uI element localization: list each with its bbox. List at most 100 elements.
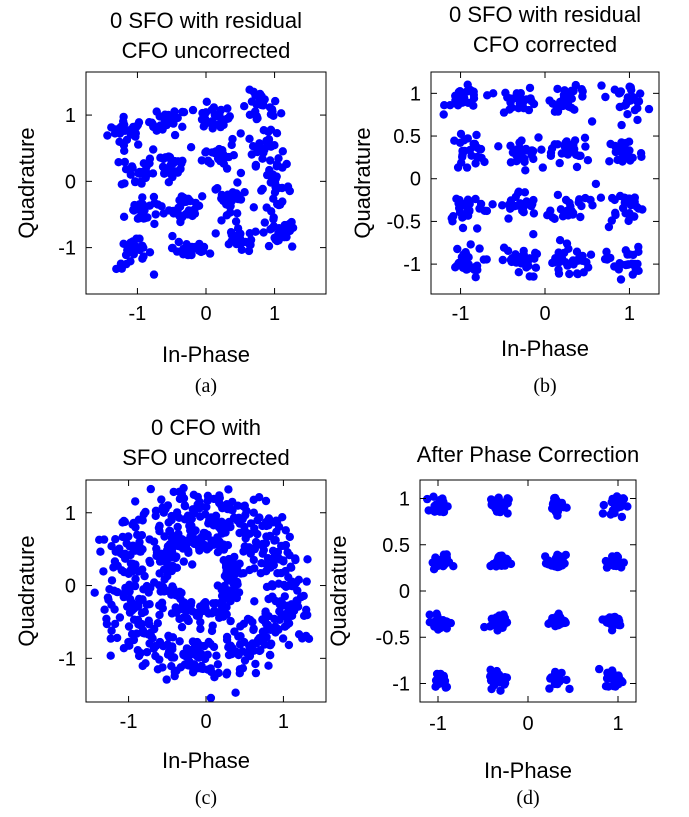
data-point (554, 499, 563, 509)
data-point (138, 595, 147, 604)
data-point (282, 601, 292, 611)
data-point (260, 218, 269, 227)
data-point (538, 163, 547, 172)
data-point (433, 561, 442, 571)
data-point (130, 177, 140, 186)
data-point (512, 157, 521, 166)
data-point (215, 498, 224, 508)
data-point (259, 228, 268, 237)
data-point (139, 585, 148, 594)
data-point (445, 101, 455, 110)
data-point (131, 574, 140, 584)
data-point (455, 208, 465, 217)
data-point (262, 137, 271, 147)
data-point (164, 178, 173, 187)
data-point (506, 255, 516, 265)
data-point (115, 613, 125, 622)
data-point (230, 590, 239, 600)
data-point (424, 506, 433, 515)
data-point (288, 242, 297, 251)
data-point (267, 639, 276, 648)
data-point (469, 94, 479, 103)
data-point (239, 502, 248, 511)
data-point (529, 272, 538, 281)
data-point (158, 663, 167, 672)
scatter-points (90, 483, 314, 703)
y-axis-label: Quadrature (350, 127, 375, 238)
data-point (449, 562, 458, 571)
y-tick-label: -1 (403, 254, 421, 276)
data-point (560, 97, 569, 106)
data-point (231, 217, 241, 226)
data-point (520, 188, 530, 197)
data-point (450, 136, 459, 145)
data-point (128, 163, 137, 173)
data-point (177, 588, 186, 598)
data-point (595, 664, 604, 674)
data-point (575, 195, 584, 204)
data-point (567, 94, 576, 103)
data-point (119, 112, 128, 122)
data-point (272, 160, 282, 169)
data-point (236, 569, 246, 578)
data-point (284, 619, 294, 628)
data-point (288, 582, 297, 591)
data-point (506, 141, 515, 150)
data-point (224, 650, 234, 660)
data-point (494, 493, 503, 502)
y-axis-label: Quadrature (14, 535, 39, 646)
data-point (195, 543, 204, 553)
subfigure-caption: (a) (195, 375, 217, 397)
data-point (492, 613, 501, 622)
data-point (120, 517, 130, 527)
data-point (249, 646, 258, 655)
data-point (259, 101, 268, 110)
data-point (565, 684, 574, 694)
data-point (167, 243, 177, 253)
data-point (580, 133, 590, 142)
data-point (129, 615, 139, 624)
data-point (206, 693, 216, 703)
data-point (151, 651, 160, 661)
data-point (230, 552, 239, 562)
data-point (498, 201, 507, 210)
data-point (275, 615, 284, 624)
data-point (489, 559, 499, 569)
data-point (550, 562, 559, 571)
data-point (159, 583, 168, 592)
data-point (514, 187, 523, 196)
data-point (258, 144, 268, 153)
data-point (167, 156, 176, 165)
data-point (264, 241, 274, 251)
data-point (265, 103, 275, 112)
data-point (226, 616, 235, 626)
data-point (233, 580, 242, 589)
data-point (257, 92, 266, 101)
data-point (223, 541, 233, 550)
y-tick-label: -1 (392, 674, 410, 696)
data-point (472, 130, 481, 140)
data-point (242, 648, 251, 657)
data-point (249, 555, 258, 565)
data-point (272, 129, 282, 138)
data-point (235, 516, 244, 525)
data-point (606, 139, 615, 149)
data-point (250, 564, 259, 573)
data-point (606, 669, 615, 679)
data-point (235, 528, 244, 538)
data-point (498, 255, 507, 265)
data-point (624, 154, 634, 163)
data-point (218, 609, 227, 619)
data-point (633, 115, 642, 125)
x-tick-label: 1 (278, 711, 289, 733)
data-point (200, 654, 210, 664)
data-point (257, 186, 266, 195)
data-point (116, 122, 126, 132)
data-point (278, 513, 287, 522)
data-point (207, 117, 216, 126)
data-point (99, 567, 108, 576)
data-point (462, 201, 471, 210)
data-point (127, 597, 136, 607)
data-point (152, 548, 162, 557)
data-point (565, 204, 574, 214)
